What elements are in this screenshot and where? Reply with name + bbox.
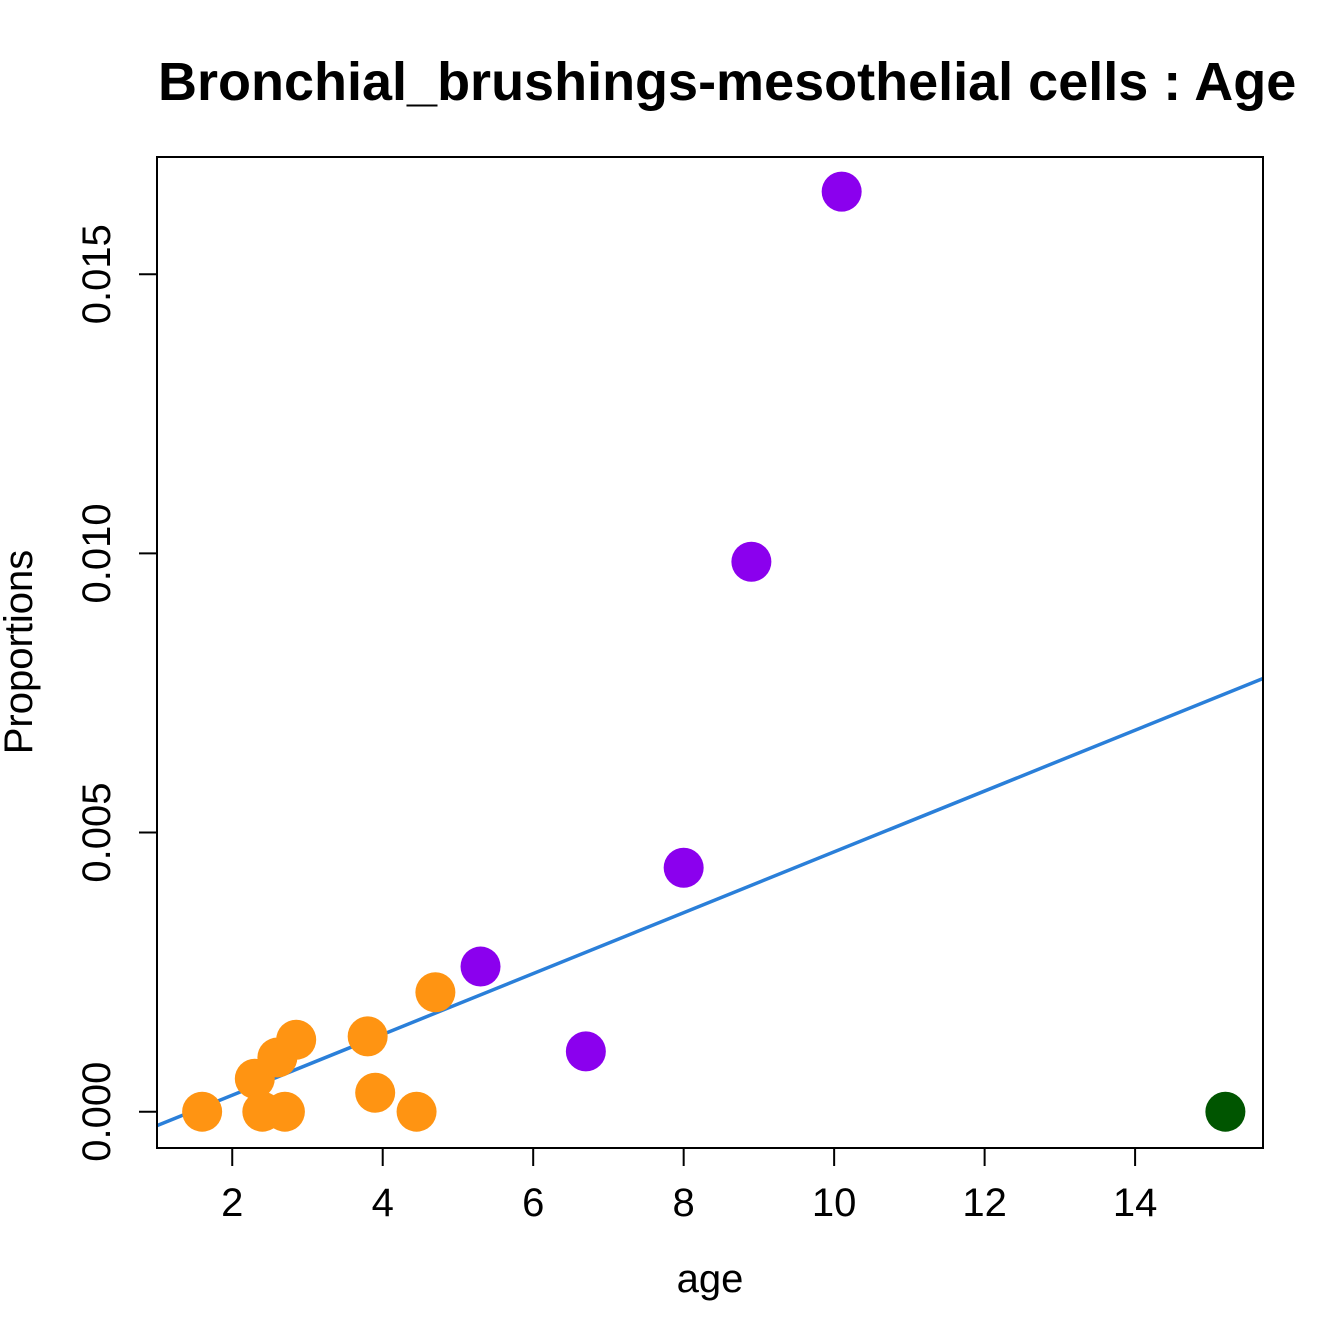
x-tick-label: 14 [1113,1181,1158,1225]
data-point [182,1091,223,1132]
data-points-layer [182,171,1246,1132]
data-point [663,847,704,888]
x-axis: 2 4 6 8 10 12 14 [221,1147,1158,1225]
data-point [731,541,772,582]
chart-title: Bronchial_brushings-mesothelial cells : … [158,52,1296,112]
data-point [396,1091,437,1132]
trend-line-layer [156,676,1264,1128]
y-tick-label: 0.010 [75,503,119,603]
data-point [264,1091,305,1132]
data-point [355,1072,396,1113]
y-tick-label: 0.015 [75,224,119,324]
x-tick-label: 10 [812,1181,857,1225]
y-tick-label: 0.005 [75,783,119,883]
trend-line [156,676,1264,1128]
y-axis-label: Proportions [0,550,41,755]
data-point [460,946,501,987]
x-axis-label: age [677,1257,744,1301]
data-point [276,1019,317,1060]
x-tick-label: 6 [522,1181,544,1225]
data-point [347,1016,388,1057]
data-point [1205,1091,1246,1132]
x-tick-label: 4 [372,1181,394,1225]
data-point [821,171,862,212]
y-tick-label: 0.000 [75,1062,119,1162]
plot-frame [156,156,1264,1149]
y-axis: 0.000 0.005 0.010 0.015 [75,224,158,1162]
x-tick-label: 8 [673,1181,695,1225]
data-point [415,972,456,1013]
x-tick-label: 2 [221,1181,243,1225]
data-point [565,1031,606,1072]
x-tick-label: 12 [962,1181,1007,1225]
